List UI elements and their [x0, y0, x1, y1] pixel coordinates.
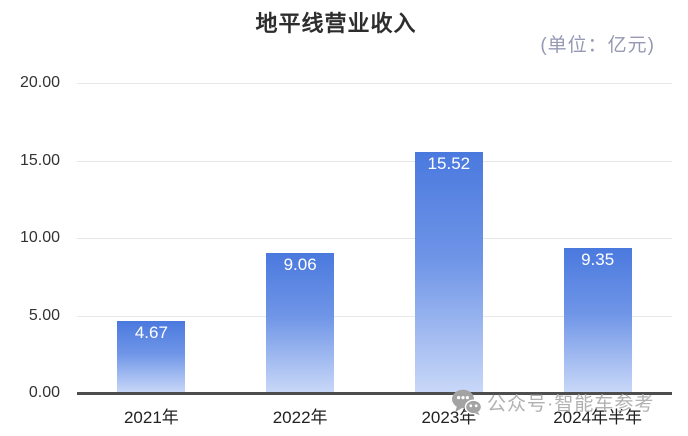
plot-area: 4.67 9.06 15.52 9.35: [77, 83, 672, 395]
bar-value-label: 9.35: [581, 250, 615, 270]
y-gridline: [77, 238, 672, 239]
y-gridline: [77, 83, 672, 84]
wechat-icon: [452, 389, 482, 415]
x-tick-label: 2024年半年: [553, 408, 643, 427]
y-gridline: [77, 160, 672, 162]
bar-2024年半年: 9.35: [563, 248, 632, 393]
bar-value-label: 4.67: [134, 322, 168, 342]
y-tick-label: 15.00: [19, 151, 60, 169]
y-tick-label: 0.00: [28, 384, 60, 401]
bar-2022年: 9.06: [266, 252, 335, 393]
y-tick-label: 20.00: [19, 74, 60, 91]
x-tick-label: 2023年: [421, 408, 477, 427]
bar-2021年: 4.67: [117, 320, 186, 393]
bar-2023年: 15.52: [414, 152, 483, 393]
y-tick-label: 10.00: [19, 229, 60, 246]
watermark-text: 公众号·智能车参考: [487, 394, 655, 415]
y-tick-label: 5.00: [28, 306, 60, 324]
watermark: 公众号·智能车参考: [451, 389, 654, 416]
x-tick-label: 2022年: [272, 408, 328, 427]
y-axis: 20.00 15.00 10.00 5.00 0.00: [0, 74, 62, 401]
bar-value-label: 15.52: [427, 154, 471, 174]
y-gridline: [77, 315, 672, 317]
x-axis: 2021年 2022年 2023年 2024年半年: [77, 403, 672, 429]
chart-title: 地平线营业收入: [255, 11, 417, 36]
bar-value-label: 9.06: [283, 254, 317, 274]
x-tick-label: 2021年: [123, 408, 179, 427]
unit-label: (单位：亿元): [540, 35, 655, 56]
x-axis-line: [77, 392, 672, 395]
